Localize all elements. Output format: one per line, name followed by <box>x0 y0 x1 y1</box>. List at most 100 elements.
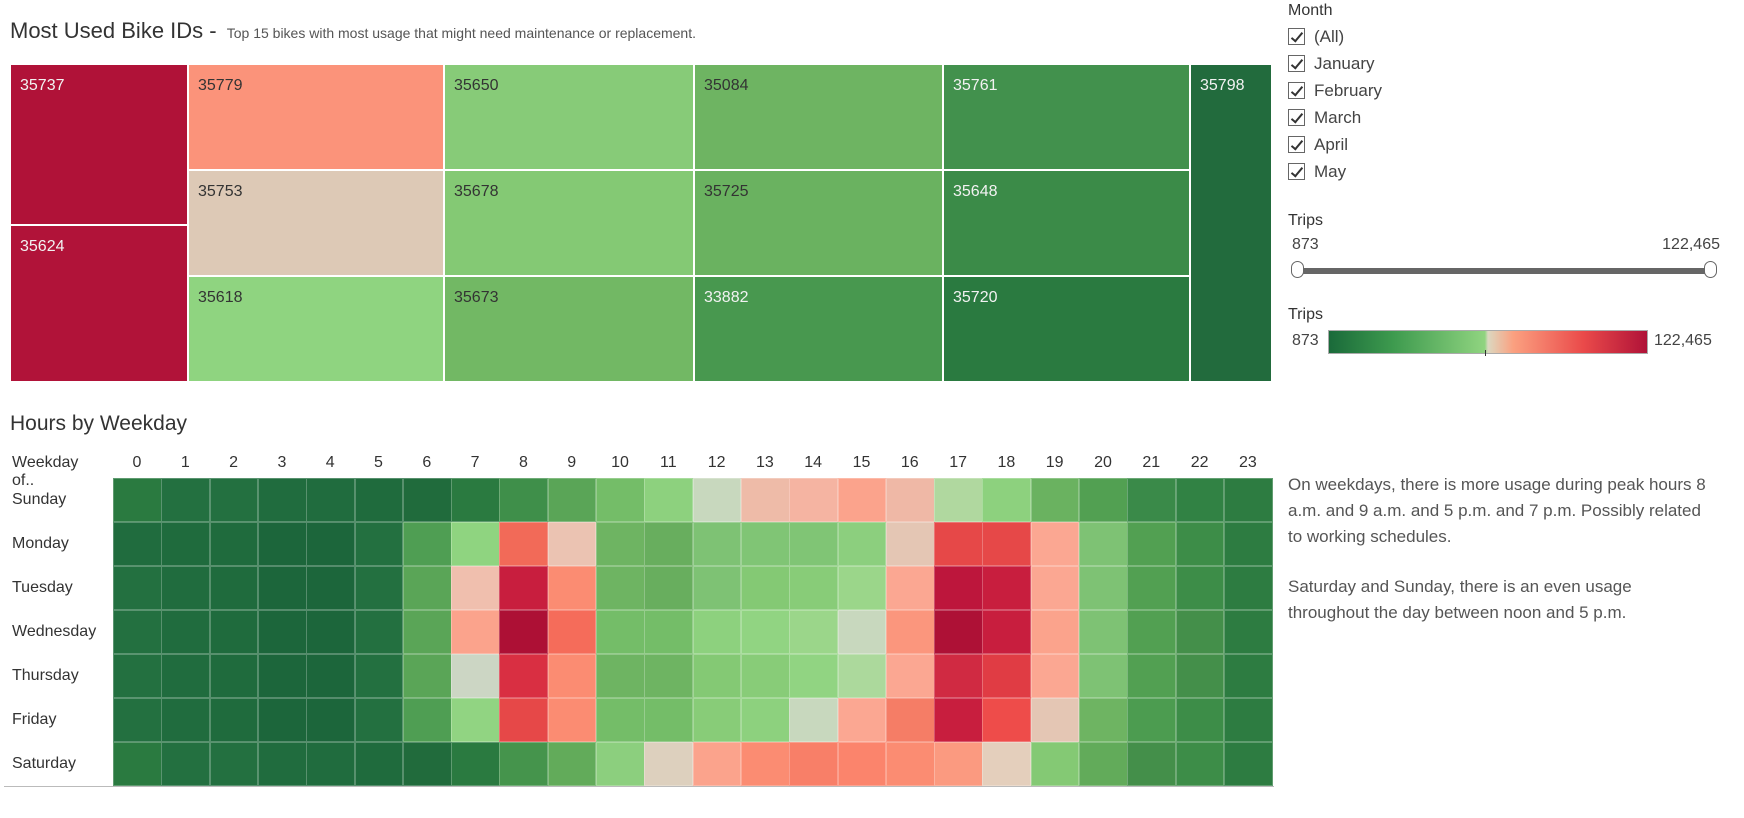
heatmap-cell[interactable] <box>1030 566 1080 610</box>
treemap-tile[interactable]: 35624 <box>10 225 188 382</box>
heatmap-cell[interactable] <box>161 610 211 654</box>
heatmap-cell[interactable] <box>837 742 887 786</box>
heatmap-cell[interactable] <box>789 478 838 522</box>
trips-slider-min-handle[interactable] <box>1291 261 1304 278</box>
heatmap-cell[interactable] <box>547 654 597 698</box>
treemap-tile[interactable]: 35720 <box>943 276 1190 382</box>
heatmap-cell[interactable] <box>161 522 211 566</box>
treemap-tile[interactable]: 35618 <box>188 276 444 382</box>
heatmap-cell[interactable] <box>257 742 307 786</box>
month-option[interactable]: February <box>1288 77 1382 104</box>
heatmap-cell[interactable] <box>1030 654 1080 698</box>
checkbox-checked-icon[interactable] <box>1288 109 1305 126</box>
heatmap-cell[interactable] <box>354 698 404 742</box>
heatmap-cell[interactable] <box>596 698 645 742</box>
heatmap-cell[interactable] <box>1175 566 1225 610</box>
heatmap-cell[interactable] <box>692 742 742 786</box>
trips-slider[interactable] <box>1288 256 1720 286</box>
heatmap-cell[interactable] <box>596 522 645 566</box>
heatmap-cell[interactable] <box>885 478 935 522</box>
heatmap-cell[interactable] <box>885 566 935 610</box>
heatmap-cell[interactable] <box>1223 478 1273 522</box>
heatmap-cell[interactable] <box>209 742 259 786</box>
heatmap-cell[interactable] <box>1030 610 1080 654</box>
heatmap-cell[interactable] <box>257 654 307 698</box>
heatmap-cell[interactable] <box>934 610 983 654</box>
heatmap-cell[interactable] <box>451 742 500 786</box>
heatmap-cell[interactable] <box>692 698 742 742</box>
heatmap-cell[interactable] <box>644 566 694 610</box>
treemap-tile[interactable]: 35725 <box>694 170 943 276</box>
trips-slider-max-handle[interactable] <box>1704 261 1717 278</box>
heatmap-cell[interactable] <box>354 742 404 786</box>
heatmap-cell[interactable] <box>113 654 162 698</box>
heatmap-cell[interactable] <box>402 698 452 742</box>
heatmap-cell[interactable] <box>1175 698 1225 742</box>
heatmap-cell[interactable] <box>1030 742 1080 786</box>
checkbox-checked-icon[interactable] <box>1288 82 1305 99</box>
treemap-tile[interactable]: 35648 <box>943 170 1190 276</box>
heatmap-cell[interactable] <box>1127 478 1177 522</box>
heatmap-cell[interactable] <box>402 742 452 786</box>
heatmap-cell[interactable] <box>1127 654 1177 698</box>
heatmap-cell[interactable] <box>596 566 645 610</box>
heatmap-cell[interactable] <box>499 478 549 522</box>
heatmap-cell[interactable] <box>1079 610 1128 654</box>
heatmap-cell[interactable] <box>1175 654 1225 698</box>
heatmap-cell[interactable] <box>547 742 597 786</box>
heatmap-cell[interactable] <box>692 654 742 698</box>
heatmap-cell[interactable] <box>692 522 742 566</box>
heatmap-cell[interactable] <box>692 610 742 654</box>
heatmap-cell[interactable] <box>740 610 790 654</box>
treemap-tile[interactable]: 35753 <box>188 170 444 276</box>
heatmap-cell[interactable] <box>644 698 694 742</box>
heatmap-cell[interactable] <box>306 566 355 610</box>
heatmap-cell[interactable] <box>209 610 259 654</box>
heatmap-cell[interactable] <box>644 742 694 786</box>
heatmap-cell[interactable] <box>740 654 790 698</box>
heatmap-cell[interactable] <box>1127 742 1177 786</box>
heatmap-cell[interactable] <box>1079 522 1128 566</box>
treemap-tile[interactable]: 35779 <box>188 64 444 170</box>
heatmap-cell[interactable] <box>1223 522 1273 566</box>
heatmap-cell[interactable] <box>982 522 1032 566</box>
checkbox-checked-icon[interactable] <box>1288 163 1305 180</box>
heatmap-cell[interactable] <box>161 742 211 786</box>
treemap-tile[interactable]: 35761 <box>943 64 1190 170</box>
heatmap-cell[interactable] <box>982 566 1032 610</box>
heatmap-cell[interactable] <box>113 610 162 654</box>
treemap-tile[interactable]: 35737 <box>10 64 188 225</box>
heatmap-cell[interactable] <box>644 522 694 566</box>
heatmap-cell[interactable] <box>837 698 887 742</box>
heatmap-cell[interactable] <box>161 698 211 742</box>
heatmap-cell[interactable] <box>789 566 838 610</box>
heatmap-cell[interactable] <box>644 610 694 654</box>
heatmap-cell[interactable] <box>354 478 404 522</box>
heatmap-cell[interactable] <box>837 654 887 698</box>
heatmap-cell[interactable] <box>354 522 404 566</box>
heatmap-cell[interactable] <box>837 478 887 522</box>
heatmap-cell[interactable] <box>934 566 983 610</box>
heatmap-cell[interactable] <box>1175 742 1225 786</box>
month-option[interactable]: April <box>1288 131 1382 158</box>
heatmap-cell[interactable] <box>1079 566 1128 610</box>
heatmap-cell[interactable] <box>982 698 1032 742</box>
heatmap-cell[interactable] <box>1079 698 1128 742</box>
heatmap-cell[interactable] <box>789 522 838 566</box>
checkbox-checked-icon[interactable] <box>1288 28 1305 45</box>
heatmap-cell[interactable] <box>1079 654 1128 698</box>
treemap-tile[interactable]: 33882 <box>694 276 943 382</box>
heatmap-cell[interactable] <box>402 566 452 610</box>
heatmap-cell[interactable] <box>596 742 645 786</box>
heatmap-cell[interactable] <box>547 478 597 522</box>
heatmap-cell[interactable] <box>402 522 452 566</box>
heatmap-cell[interactable] <box>982 478 1032 522</box>
heatmap-cell[interactable] <box>1223 566 1273 610</box>
heatmap-cell[interactable] <box>257 566 307 610</box>
heatmap-cell[interactable] <box>596 478 645 522</box>
heatmap-cell[interactable] <box>451 478 500 522</box>
heatmap-cell[interactable] <box>306 478 355 522</box>
heatmap-cell[interactable] <box>837 566 887 610</box>
heatmap-cell[interactable] <box>547 610 597 654</box>
heatmap-cell[interactable] <box>209 478 259 522</box>
